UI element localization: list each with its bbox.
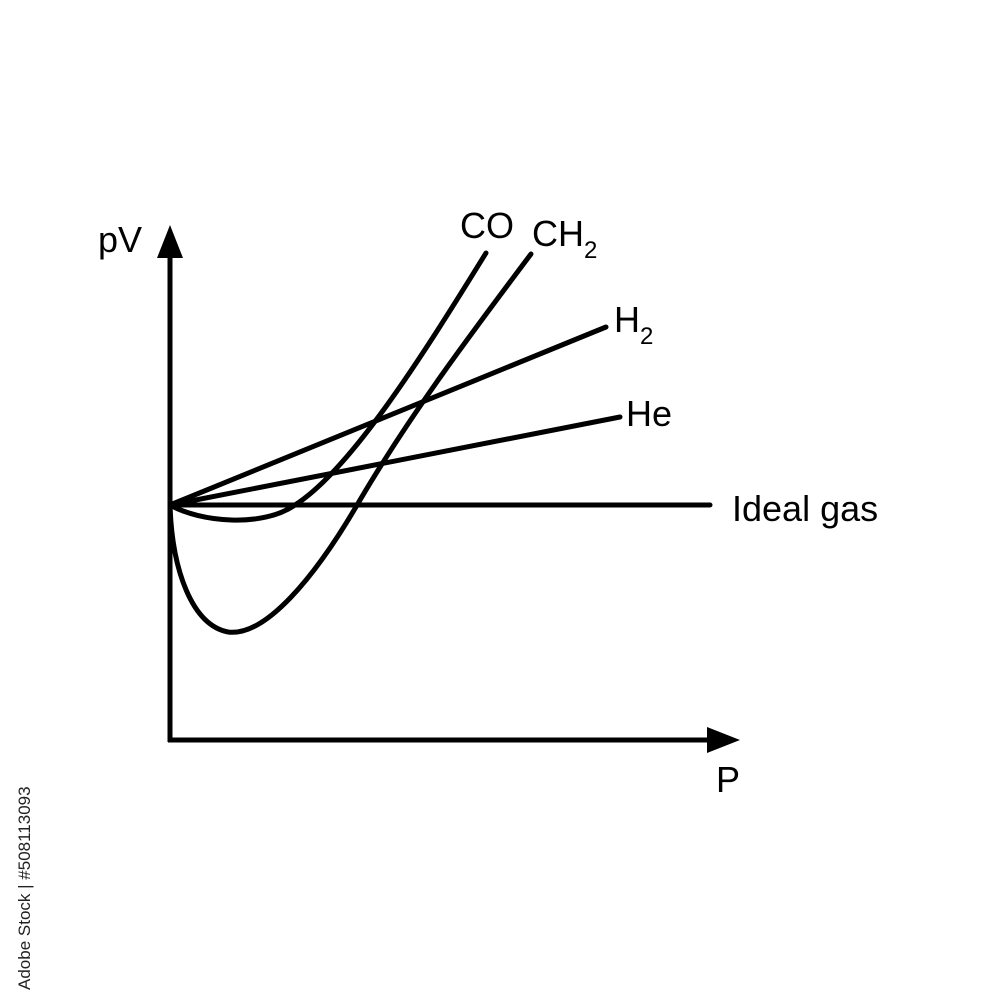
ch2-curve — [167, 251, 534, 635]
x-axis-arrowhead — [707, 727, 740, 753]
he-curve — [167, 414, 623, 508]
co-label: CO — [460, 205, 514, 246]
y-axis-label: pV — [98, 219, 142, 260]
stock-watermark-id: Adobe Stock | #508113093 — [15, 786, 34, 990]
y-axis-arrowhead — [157, 225, 183, 258]
he-label: He — [626, 393, 672, 434]
co-curve — [167, 250, 489, 523]
x-axis-label: P — [716, 759, 740, 800]
h2-curve — [167, 324, 609, 508]
ideal-gas-label: Ideal gas — [732, 488, 878, 529]
ch2-label: CH2 — [532, 213, 597, 264]
h2-label: H2 — [614, 299, 653, 350]
